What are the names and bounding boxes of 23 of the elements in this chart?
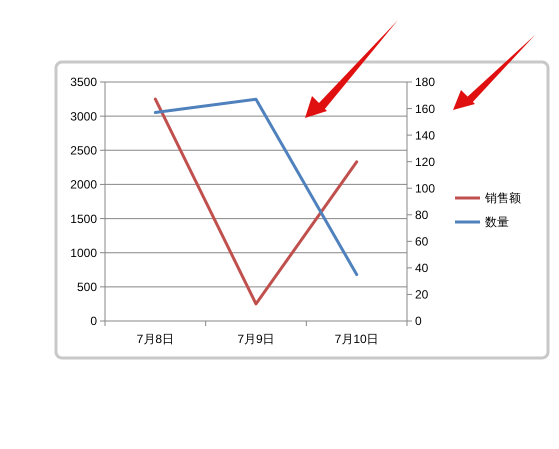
x-tick-label: 7月8日 bbox=[136, 332, 174, 346]
y-tick-label: 3500 bbox=[70, 75, 98, 90]
y2-tick-label: 140 bbox=[415, 128, 436, 142]
legend-label: 销售额 bbox=[484, 191, 521, 206]
x-tick-label: 7月10日 bbox=[334, 332, 379, 346]
y-tick-label: 1500 bbox=[70, 212, 98, 226]
y2-tick-label: 40 bbox=[415, 261, 429, 276]
y2-tick-label: 60 bbox=[415, 234, 429, 249]
y-tick-label: 0 bbox=[90, 314, 98, 328]
y2-tick-label: 0 bbox=[415, 314, 422, 328]
y2-tick-label: 120 bbox=[415, 154, 436, 169]
legend-label: 数量 bbox=[485, 215, 509, 230]
y2-tick-label: 100 bbox=[415, 181, 436, 196]
y-tick-label: 500 bbox=[76, 280, 98, 294]
y2-tick-label: 80 bbox=[415, 208, 429, 222]
y-tick-label: 2000 bbox=[70, 178, 98, 192]
y2-tick-label: 160 bbox=[415, 102, 436, 116]
y2-tick-label: 20 bbox=[415, 288, 429, 302]
y-tick-label: 3000 bbox=[70, 109, 98, 124]
x-tick-label: 7月9日 bbox=[237, 332, 275, 346]
y-tick-label: 1000 bbox=[70, 246, 98, 260]
y-tick-label: 2500 bbox=[70, 143, 98, 158]
y2-tick-label: 180 bbox=[415, 75, 436, 90]
